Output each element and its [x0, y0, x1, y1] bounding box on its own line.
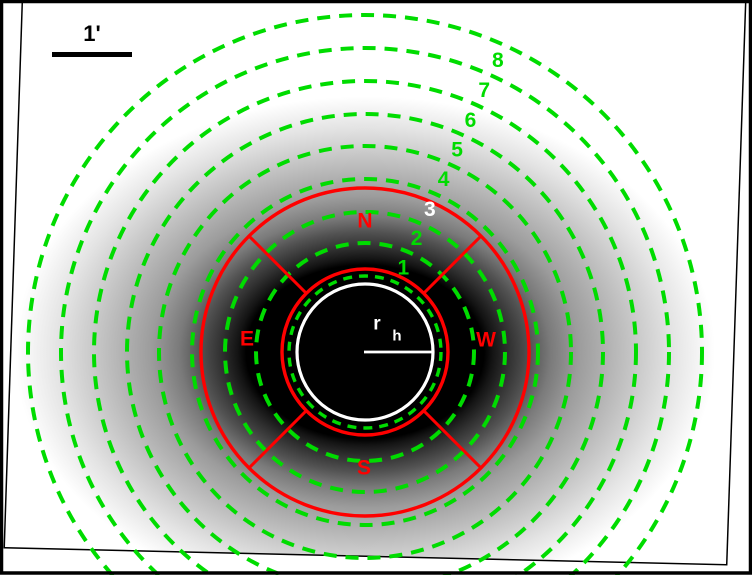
half-light-radius-subscript: h: [392, 328, 401, 345]
quadrant-label-west: W: [476, 329, 496, 352]
quadrant-label-south: S: [357, 457, 371, 480]
annulus-ring-6: [125, 112, 605, 575]
ring-label-3: 3: [424, 198, 436, 221]
ring-label-4: 4: [438, 168, 450, 191]
sector-inner-circle: [280, 267, 450, 437]
annulus-ring-4: [190, 177, 540, 527]
annulus-ring-9: [26, 13, 704, 575]
half-light-radius-symbol: r: [373, 314, 381, 335]
ring-label-2: 2: [411, 227, 423, 250]
annulus-ring-1: [287, 274, 443, 430]
ring-label-5: 5: [451, 139, 463, 162]
ring-label-7: 7: [478, 79, 490, 102]
annulus-ring-5: [157, 144, 573, 560]
quadrant-label-north: N: [357, 210, 372, 233]
sector-divider-225deg: [247, 409, 308, 470]
annulus-ring-7: [92, 79, 638, 575]
annulus-ring-2: [254, 241, 476, 463]
ring-label-8: 8: [492, 49, 504, 72]
annuli-rings: [26, 13, 704, 575]
sector-outer-circle: [199, 186, 531, 518]
sector-divider-315deg: [422, 409, 483, 470]
ring-label-1: 1: [398, 256, 410, 279]
scale-bar-label: 1': [83, 21, 100, 46]
annulus-ring-3: [223, 210, 507, 494]
annulus-ring-8: [59, 46, 671, 575]
sector-divider-45deg: [422, 234, 483, 295]
scale-bar: [52, 52, 132, 57]
ring-label-6: 6: [465, 109, 477, 132]
quadrant-label-east: E: [240, 328, 254, 351]
sector-divider-135deg: [247, 234, 308, 295]
sector-overlay: [199, 186, 531, 518]
